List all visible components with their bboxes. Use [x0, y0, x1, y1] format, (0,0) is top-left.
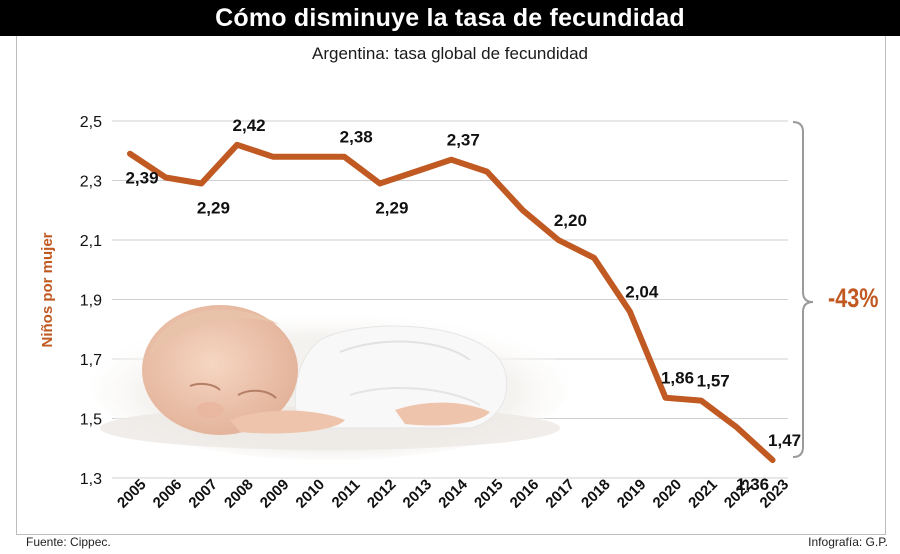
change-annotation: -43% [828, 283, 879, 313]
data-label: 1,36 [736, 475, 769, 494]
data-label: 2,20 [554, 211, 587, 230]
y-tick-label: 1,9 [80, 293, 102, 310]
credit-note: Infografía: G.P. [808, 535, 888, 549]
data-label: 2,04 [625, 282, 659, 301]
data-label: 2,38 [340, 128, 373, 147]
data-label: 1,86 [661, 369, 694, 388]
x-tick-label: 2021 [685, 476, 721, 512]
y-tick-label: 2,1 [80, 233, 102, 250]
x-tick-labels: 2005 2006 2007 2008 2009 2010 2011 2012 2013 2014… [114, 476, 792, 512]
x-tick-label: 2007 [185, 476, 221, 512]
x-tick-label: 2018 [578, 476, 614, 512]
x-tick-label: 2010 [293, 476, 329, 512]
change-brace [792, 121, 814, 458]
data-label: 2,29 [375, 198, 408, 217]
y-axis-label: Niños por mujer [39, 232, 56, 347]
chart-header: Cómo disminuye la tasa de fecundidad [0, 0, 900, 36]
x-tick-label: 2011 [329, 476, 364, 511]
x-tick-label: 2014 [435, 476, 471, 512]
y-tick-label: 2,5 [80, 114, 102, 131]
x-tick-label: 2020 [650, 476, 686, 512]
x-tick-label: 2012 [364, 476, 400, 512]
x-tick-label: 2009 [257, 476, 293, 512]
x-tick-label: 2017 [542, 476, 578, 512]
x-tick-label: 2016 [507, 476, 543, 512]
x-tick-label: 2019 [614, 476, 650, 512]
source-note: Fuente: Cippec. [26, 535, 111, 549]
y-tick-label: 1,7 [80, 352, 102, 369]
x-tick-label: 2013 [400, 476, 436, 512]
data-label: 2,39 [125, 169, 158, 188]
data-label: 1,57 [697, 372, 730, 391]
data-label: 2,37 [447, 131, 480, 150]
data-label: 1,47 [768, 431, 801, 450]
data-labels: 2,39 2,29 2,42 2,38 2,29 2,37 2,20 2,04 1,86 1,57… [125, 116, 801, 494]
y-tick-label: 1,5 [80, 412, 102, 429]
data-label: 2,29 [197, 198, 230, 217]
chart-title: Argentina: tasa global de fecundidad [312, 44, 588, 63]
chart-frame [16, 36, 886, 535]
series-line [127, 141, 776, 464]
x-tick-label: 2006 [150, 476, 186, 512]
y-tick-label: 2,3 [80, 174, 102, 191]
y-tick-label: 1,3 [80, 471, 102, 488]
y-tick-labels: 2,5 2,3 2,1 1,9 1,7 1,5 1,3 [80, 114, 102, 488]
sleeping-baby-image [90, 305, 570, 460]
x-tick-label: 2005 [114, 476, 150, 512]
data-label: 2,42 [233, 116, 266, 135]
x-tick-label: 2008 [221, 476, 257, 512]
x-tick-label: 2015 [471, 476, 507, 512]
